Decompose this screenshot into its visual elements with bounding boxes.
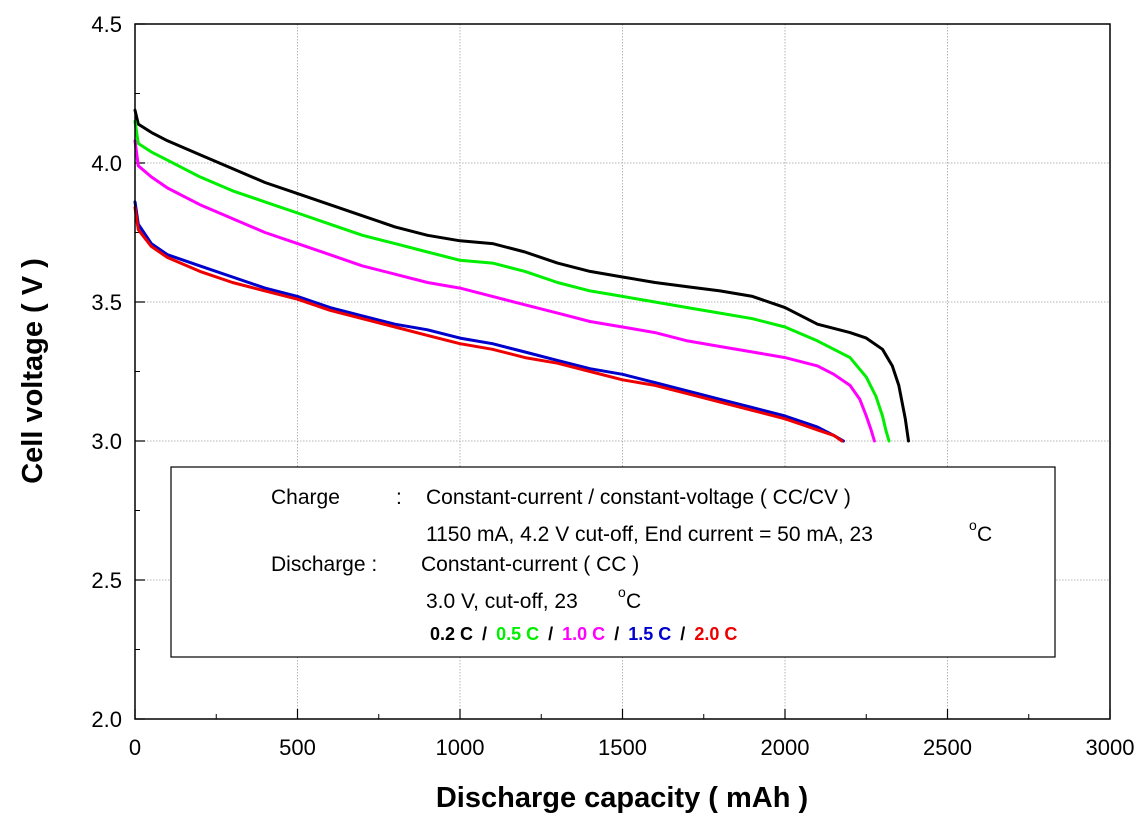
- legend-separator: /: [548, 624, 553, 644]
- x-tick-label: 2000: [761, 735, 810, 760]
- series-line-1-0-c: [133, 139, 876, 443]
- discharge-degree-symbol: o: [618, 584, 626, 600]
- y-tick-label: 2.5: [91, 568, 122, 593]
- annotation-frame: [170, 466, 1056, 658]
- y-tick-labels: 2.0 2.5 3.0 3.5 4.0 4.5: [91, 12, 122, 732]
- discharge-description: Constant-current ( CC ): [421, 553, 639, 576]
- legend-0-5c: 0.5 C: [496, 624, 539, 644]
- legend-separator: /: [482, 624, 487, 644]
- y-axis-title: Cell voltage ( V ): [17, 258, 49, 484]
- x-tick-label: 0: [129, 735, 141, 760]
- series-lines: [133, 108, 910, 443]
- charge-detail: 1150 mA, 4.2 V cut-off, End current = 50…: [426, 523, 873, 546]
- charge-description: Constant-current / constant-voltage ( CC…: [426, 486, 851, 509]
- y-tick-label: 3.0: [91, 429, 122, 454]
- charge-degree-symbol: o: [969, 517, 977, 533]
- x-axis-title: Discharge capacity ( mAh ): [436, 782, 808, 814]
- series-line-0-2-c: [133, 108, 910, 443]
- rate-legend: 0.2 C / 0.5 C / 1.0 C / 1.5 C / 2.0 C: [430, 624, 737, 644]
- series-line-2-0-c: [133, 206, 844, 443]
- legend-1-5c: 1.5 C: [628, 624, 671, 644]
- legend-0-2c: 0.2 C: [430, 624, 473, 644]
- legend-2-0c: 2.0 C: [694, 624, 737, 644]
- charge-colon: :: [396, 486, 402, 509]
- y-tick-label: 3.5: [91, 290, 122, 315]
- y-tick-label: 2.0: [91, 707, 122, 732]
- y-tick-label: 4.5: [91, 12, 122, 37]
- legend-1-0c: 1.0 C: [562, 624, 605, 644]
- legend-separator: /: [614, 624, 619, 644]
- series-line-0-5-c: [133, 119, 891, 443]
- x-tick-label: 1500: [598, 735, 647, 760]
- y-tick-label: 4.0: [91, 151, 122, 176]
- discharge-label: Discharge :: [271, 553, 377, 576]
- x-tick-label: 1000: [436, 735, 485, 760]
- discharge-detail: 3.0 V, cut-off, 23: [426, 590, 578, 613]
- discharge-unit-c: C: [626, 590, 641, 613]
- x-tick-label: 3000: [1086, 735, 1135, 760]
- x-tick-label: 500: [279, 735, 316, 760]
- plot-frame: [134, 23, 1111, 720]
- charge-unit-c: C: [977, 523, 992, 546]
- charge-label: Charge: [271, 486, 340, 509]
- x-tick-labels: 0 500 1000 1500 2000 2500 3000: [129, 735, 1135, 760]
- x-tick-label: 2500: [923, 735, 972, 760]
- series-line-1-5-c: [133, 200, 845, 443]
- annotation-box: Charge : Constant-current / constant-vol…: [170, 466, 1056, 658]
- legend-separator: /: [680, 624, 685, 644]
